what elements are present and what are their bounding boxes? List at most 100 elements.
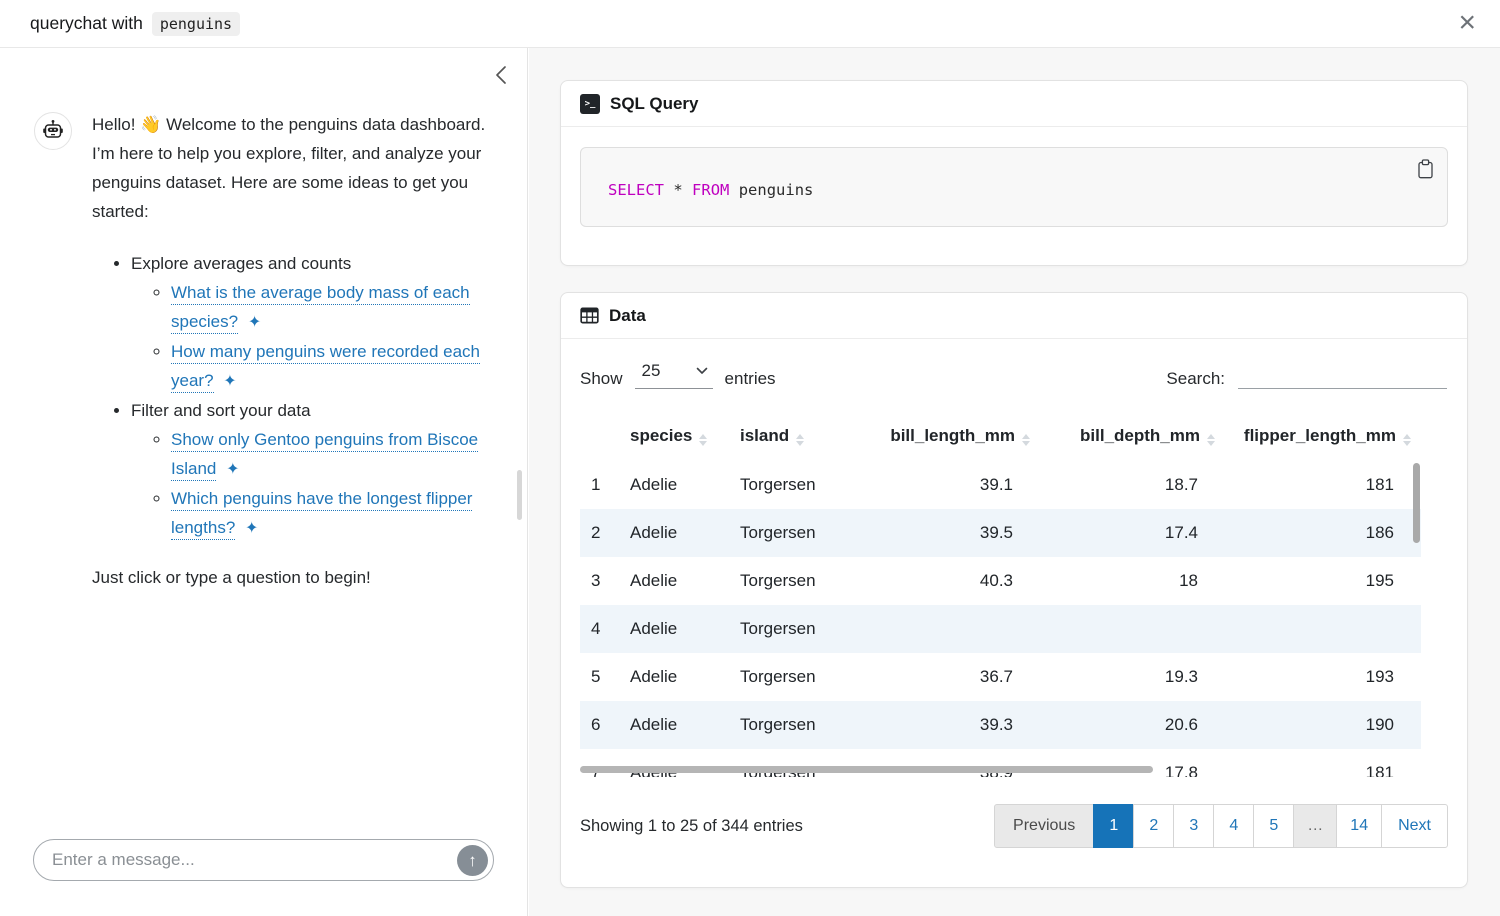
- pagination-page-4[interactable]: 4: [1213, 804, 1255, 848]
- data-table: 1 Adelie Torgersen 39.1 18.7 181 2 Adeli…: [580, 461, 1421, 777]
- entries-info: Showing 1 to 25 of 344 entries: [580, 816, 803, 835]
- cell-species: Adelie: [630, 571, 678, 590]
- cell-bill-depth: 18.7: [1164, 475, 1198, 494]
- cell-bill-length: 39.5: [855, 509, 1040, 557]
- table-icon: [580, 307, 599, 324]
- closing-text: Just click or type a question to begin!: [92, 568, 371, 587]
- cell-bill-length: 39.1: [979, 475, 1013, 494]
- cell-rownum: 2: [580, 509, 620, 557]
- title-bar: querychat with penguins ×: [0, 0, 1500, 48]
- assistant-message: Hello! 👋 Welcome to the penguins data da…: [92, 110, 497, 592]
- cell-bill-length: [855, 605, 1040, 653]
- cell-bill-depth: 19.3: [1164, 667, 1198, 686]
- column-header-rownum: [580, 416, 620, 461]
- sparkle-icon[interactable]: ✦: [226, 461, 240, 478]
- chevron-down-icon: [696, 367, 707, 374]
- column-header-island[interactable]: island: [730, 416, 855, 461]
- sort-icon: [699, 434, 708, 446]
- page-length-control: Show 25 entries: [580, 361, 776, 389]
- column-header-bill-depth[interactable]: bill_depth_mm: [1040, 416, 1225, 461]
- table-row: 5 Adelie Torgersen 36.7 19.3 193: [580, 653, 1421, 701]
- pagination: Previous 1 2 3 4 5 … 14 Next: [994, 804, 1448, 848]
- cell-species: Adelie: [620, 605, 730, 653]
- cell-island: Torgersen: [730, 605, 855, 653]
- cell-bill-depth: [1040, 605, 1225, 653]
- message-input-container: ↑: [33, 839, 494, 881]
- chat-sidebar: Hello! 👋 Welcome to the penguins data da…: [0, 48, 528, 916]
- pagination-page-5[interactable]: 5: [1253, 804, 1295, 848]
- message-input[interactable]: [34, 840, 435, 880]
- pagination-ellipsis: …: [1293, 804, 1338, 848]
- table-footer: Showing 1 to 25 of 344 entries Previous …: [580, 804, 1448, 848]
- cell-island: Torgersen: [740, 475, 816, 494]
- cell-island: Torgersen: [740, 571, 816, 590]
- cell-island: Torgersen: [730, 701, 855, 749]
- up-arrow-icon: ↑: [468, 851, 477, 870]
- search-control: Search:: [1166, 363, 1447, 389]
- page-length-select[interactable]: 25: [634, 361, 713, 389]
- pagination-page-2[interactable]: 2: [1133, 804, 1175, 848]
- cell-rownum: 1: [591, 475, 601, 494]
- suggestion-link-gentoo-biscoe[interactable]: Show only Gentoo penguins from Biscoe Is…: [171, 430, 479, 481]
- cell-species: Adelie: [620, 701, 730, 749]
- copy-button[interactable]: [1412, 155, 1438, 183]
- dataset-name-chip: penguins: [151, 11, 241, 36]
- data-card: Data Show 25 entries Search:: [560, 292, 1468, 888]
- cell-bill-length: 39.3: [855, 701, 1040, 749]
- main-content: >_ SQL Query SELECT * FROM penguins: [529, 48, 1500, 916]
- cell-flipper-length: 186: [1225, 509, 1421, 557]
- cell-species: Adelie: [630, 667, 678, 686]
- suggestion-link-longest-flippers[interactable]: Which penguins have the longest flipper …: [171, 489, 473, 540]
- sql-code-block: SELECT * FROM penguins: [580, 147, 1448, 227]
- suggestion-link-penguins-per-year[interactable]: How many penguins were recorded each yea…: [171, 342, 481, 393]
- collapse-sidebar-icon[interactable]: [491, 62, 513, 88]
- suggestion-group-1: Explore averages and counts What is the …: [131, 249, 497, 396]
- cell-flipper-length: 190: [1225, 701, 1421, 749]
- pagination-page-1[interactable]: 1: [1093, 804, 1135, 848]
- cell-flipper-length: 195: [1365, 571, 1394, 590]
- send-button[interactable]: ↑: [457, 845, 488, 876]
- cell-flipper-length: 181: [1365, 763, 1394, 777]
- sparkle-icon[interactable]: ✦: [223, 373, 237, 390]
- robot-icon: [43, 120, 63, 138]
- cell-species: Adelie: [620, 509, 730, 557]
- greeting-text: Hello! 👋 Welcome to the penguins data da…: [92, 115, 486, 221]
- pagination-previous[interactable]: Previous: [994, 804, 1095, 848]
- sql-code: SELECT * FROM penguins: [608, 181, 814, 199]
- table-row: 4 Adelie Torgersen: [580, 605, 1421, 653]
- horizontal-scrollbar-thumb[interactable]: [580, 766, 1153, 773]
- column-header-species[interactable]: species: [620, 416, 730, 461]
- vertical-scrollbar-thumb[interactable]: [1413, 463, 1420, 543]
- suggestion-link-avg-body-mass[interactable]: What is the average body mass of each sp…: [171, 283, 470, 334]
- cell-rownum: 5: [591, 667, 601, 686]
- table-controls: Show 25 entries Search:: [580, 361, 1448, 389]
- pagination-page-3[interactable]: 3: [1173, 804, 1215, 848]
- bot-avatar: [34, 112, 72, 150]
- terminal-icon: >_: [580, 93, 600, 114]
- data-card-title: Data: [609, 305, 646, 325]
- column-header-flipper-length[interactable]: flipper_length_mm: [1225, 416, 1421, 461]
- app-title: querychat with: [30, 13, 143, 33]
- search-input[interactable]: [1238, 363, 1447, 389]
- cell-bill-depth: 17.4: [1040, 509, 1225, 557]
- pagination-next[interactable]: Next: [1381, 804, 1448, 848]
- table-row: 3 Adelie Torgersen 40.3 18 195: [580, 557, 1421, 605]
- pagination-page-14[interactable]: 14: [1336, 804, 1383, 848]
- column-header-bill-length[interactable]: bill_length_mm: [855, 416, 1040, 461]
- chat-scrollbar-thumb[interactable]: [517, 470, 522, 520]
- cell-rownum: 6: [580, 701, 620, 749]
- close-icon[interactable]: ×: [1458, 6, 1476, 39]
- table-scroll-area: 1 Adelie Torgersen 39.1 18.7 181 2 Adeli…: [580, 461, 1446, 777]
- sparkle-icon[interactable]: ✦: [247, 314, 262, 331]
- sort-icon: [796, 434, 805, 446]
- table-row: 1 Adelie Torgersen 39.1 18.7 181: [580, 461, 1421, 509]
- table-row: 2 Adelie Torgersen 39.5 17.4 186: [580, 509, 1421, 557]
- sparkle-icon[interactable]: ✦: [245, 520, 259, 537]
- search-label: Search:: [1166, 369, 1225, 388]
- table-row: 6 Adelie Torgersen 39.3 20.6 190: [580, 701, 1421, 749]
- sql-card-header: >_ SQL Query: [561, 81, 1467, 127]
- sort-icon: [1403, 434, 1411, 446]
- sort-icon: [1022, 434, 1030, 446]
- sql-card-title: SQL Query: [610, 93, 699, 113]
- cell-flipper-length: 193: [1365, 667, 1394, 686]
